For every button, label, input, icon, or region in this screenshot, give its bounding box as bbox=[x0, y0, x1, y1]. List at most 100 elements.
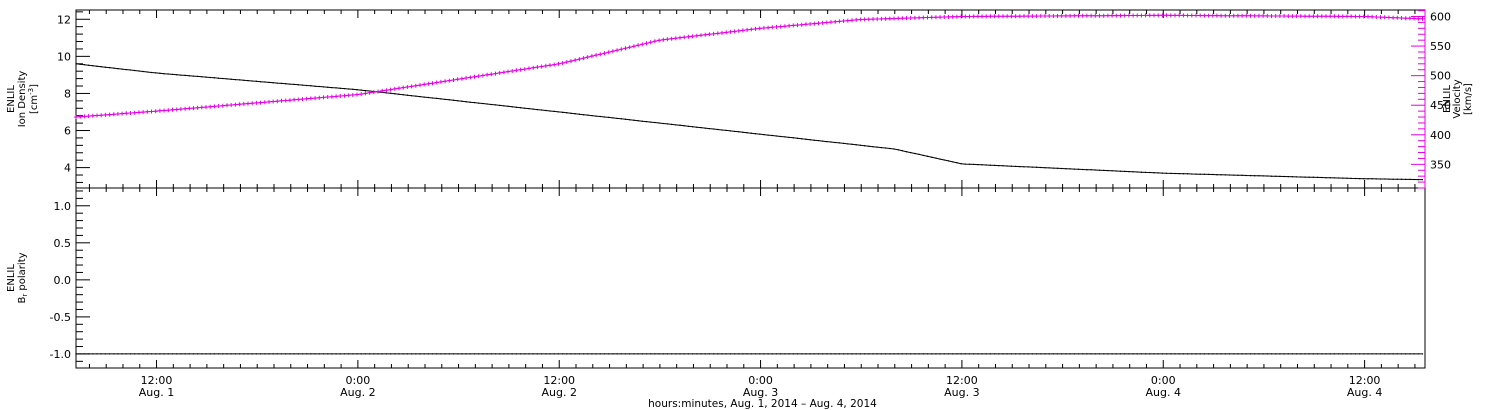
velocity-point bbox=[174, 107, 179, 112]
br-polarity-point bbox=[629, 353, 631, 355]
br-polarity-point bbox=[1170, 353, 1172, 355]
density-point bbox=[612, 117, 614, 119]
br-polarity-point bbox=[763, 353, 765, 355]
velocity-point bbox=[1126, 13, 1131, 18]
x-axis-title: hours:minutes, Aug. 1, 2014 – Aug. 4, 20… bbox=[648, 398, 877, 410]
br-polarity-point bbox=[1220, 353, 1222, 355]
velocity-point bbox=[90, 113, 95, 118]
velocity-point bbox=[124, 111, 129, 116]
density-point bbox=[1287, 176, 1289, 178]
br-polarity-point bbox=[729, 353, 731, 355]
br-polarity-point bbox=[390, 353, 392, 355]
br-polarity-point bbox=[301, 353, 304, 355]
density-point bbox=[905, 151, 908, 153]
density-point bbox=[1170, 172, 1172, 174]
velocity-point bbox=[1378, 15, 1383, 20]
br-polarity-point bbox=[738, 353, 740, 355]
velocity-point bbox=[1198, 13, 1203, 18]
br-polarity-point bbox=[1199, 353, 1201, 355]
velocity-point bbox=[954, 14, 959, 19]
br-polarity-point bbox=[545, 353, 547, 355]
velocity-point bbox=[1001, 14, 1005, 19]
br-polarity-point bbox=[591, 353, 593, 355]
density-point bbox=[868, 145, 870, 147]
br-polarity-point bbox=[717, 353, 719, 355]
br-polarity-point bbox=[486, 353, 488, 355]
density-point bbox=[704, 127, 706, 129]
density-point bbox=[775, 135, 778, 137]
velocity-point bbox=[1391, 15, 1396, 20]
density-point bbox=[1367, 178, 1369, 180]
br-polarity-point bbox=[1065, 353, 1067, 355]
br-polarity-point bbox=[1400, 353, 1403, 355]
velocity-point bbox=[1173, 13, 1177, 18]
density-point bbox=[335, 87, 337, 89]
velocity-point bbox=[283, 98, 288, 103]
velocity-point bbox=[514, 68, 519, 73]
velocity-point bbox=[346, 93, 351, 98]
velocity-point bbox=[128, 111, 133, 115]
velocity-point bbox=[254, 100, 259, 105]
density-point bbox=[973, 163, 975, 165]
density-point bbox=[1384, 178, 1386, 180]
velocity-point bbox=[837, 19, 842, 24]
velocity-point bbox=[858, 17, 863, 22]
velocity-point bbox=[501, 70, 506, 75]
velocity-point bbox=[678, 35, 682, 40]
density-point bbox=[713, 128, 715, 130]
br-polarity-point bbox=[696, 353, 698, 355]
velocity-point bbox=[753, 26, 758, 31]
velocity-point bbox=[225, 103, 229, 108]
br-polarity-point bbox=[171, 353, 174, 355]
velocity-point bbox=[1311, 14, 1316, 19]
x-tick-time-label: 0:00 bbox=[748, 374, 773, 387]
velocity-point bbox=[1248, 13, 1253, 18]
velocity-point bbox=[371, 90, 376, 95]
br-polarity-point bbox=[620, 353, 622, 355]
velocity-point bbox=[262, 100, 267, 105]
density-point bbox=[876, 146, 878, 148]
br-polarity-point bbox=[448, 353, 450, 355]
br-polarity-point bbox=[1153, 353, 1155, 355]
velocity-point bbox=[313, 96, 318, 101]
velocity-point bbox=[1357, 14, 1362, 19]
velocity-point bbox=[409, 84, 414, 89]
velocity-point bbox=[606, 50, 611, 55]
br-polarity-point bbox=[1023, 353, 1025, 355]
br-polarity-point bbox=[134, 353, 136, 355]
density-point bbox=[75, 63, 77, 65]
velocity-point bbox=[447, 78, 452, 83]
density-point bbox=[448, 99, 450, 101]
density-point bbox=[1329, 177, 1331, 179]
density-point bbox=[788, 136, 790, 138]
density-point bbox=[171, 73, 174, 75]
density-point bbox=[364, 90, 366, 92]
density-point bbox=[1249, 175, 1252, 177]
density-point bbox=[1304, 176, 1306, 178]
density-point bbox=[1128, 171, 1130, 173]
br-polarity-point bbox=[817, 353, 820, 355]
velocity-point bbox=[699, 33, 703, 38]
velocity-point bbox=[610, 49, 615, 54]
velocity-point bbox=[1080, 13, 1085, 18]
br-polarity-point bbox=[385, 353, 387, 355]
density-point bbox=[1199, 173, 1201, 175]
br-polarity-point bbox=[784, 353, 786, 355]
density-axis-tick-label: 10 bbox=[57, 50, 71, 63]
density-point bbox=[339, 87, 341, 89]
density-point bbox=[499, 104, 501, 106]
br-polarity-point bbox=[1291, 353, 1293, 355]
br-polarity-point bbox=[411, 353, 413, 355]
velocity-point bbox=[258, 100, 263, 105]
density-point bbox=[536, 109, 538, 111]
velocity-point bbox=[468, 75, 473, 80]
br-polarity-point bbox=[645, 353, 648, 355]
velocity-point bbox=[1294, 14, 1299, 19]
density-point bbox=[150, 71, 153, 74]
br-polarity-point bbox=[880, 353, 882, 355]
br-polarity-point bbox=[583, 353, 585, 355]
density-axis-tick-label: 6 bbox=[64, 125, 71, 138]
br-polarity-point bbox=[1329, 353, 1331, 355]
br-polarity-point bbox=[503, 353, 505, 355]
velocity-point bbox=[736, 28, 741, 33]
